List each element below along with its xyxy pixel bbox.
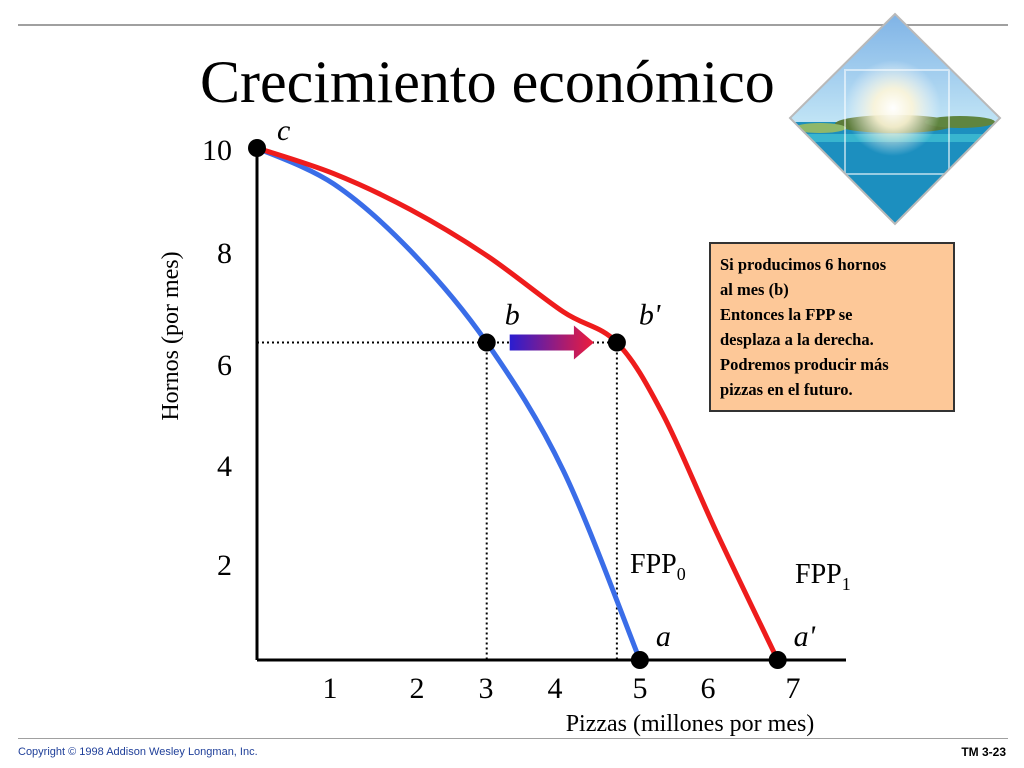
ppf-curve-1 xyxy=(254,145,781,663)
shift-arrow xyxy=(509,325,594,360)
copyright-notice: Copyright © 1998 Addison Wesley Longman,… xyxy=(18,746,258,758)
point-markers xyxy=(248,139,787,669)
point-marker xyxy=(630,651,649,669)
x-tick-label: 6 xyxy=(701,672,716,705)
y-tick-label: 8 xyxy=(217,237,232,270)
dotted-guides xyxy=(257,341,618,660)
note-line: Podremos producir más xyxy=(720,355,889,374)
note-line: al mes (b) xyxy=(720,280,789,299)
point-label: b' xyxy=(639,299,661,332)
image-frame xyxy=(788,12,1002,226)
curve-label-name: FPP xyxy=(630,549,677,580)
shift-arrow-shape xyxy=(509,325,594,360)
note-line: pizzas en el futuro. xyxy=(720,380,853,399)
x-axis-title: Pizzas (millones por mes) xyxy=(566,711,815,737)
note-line: Si producimos 6 hornos xyxy=(720,255,887,274)
x-tick-label: 3 xyxy=(479,672,494,705)
tropical-island-diamond-image xyxy=(790,14,1000,224)
x-tick-label: 1 xyxy=(323,672,338,705)
note-line: Entonces la FPP se xyxy=(720,305,853,324)
point-marker xyxy=(607,333,626,352)
slide-title: Crecimiento económico xyxy=(200,49,775,115)
x-tick-label: 5 xyxy=(633,672,648,705)
chart-labels: c b b' a a' Pizzas (millones por mes) Hornos (… xyxy=(158,114,851,737)
x-tick-label: 7 xyxy=(786,672,801,705)
note-line: desplaza a la derecha. xyxy=(720,330,874,349)
x-tick-label: 4 xyxy=(548,672,563,705)
top-rule xyxy=(18,24,1008,26)
curve-label-subscript: 0 xyxy=(677,564,686,584)
point-label: c xyxy=(277,114,290,147)
point-marker xyxy=(248,139,266,157)
y-tick-label: 6 xyxy=(217,349,232,382)
point-label: a' xyxy=(794,620,816,653)
y-tick-label: 10 xyxy=(202,134,232,167)
explanation-note: Si producimos 6 hornos al mes (b) Entonc… xyxy=(709,242,955,412)
slide-number: TM 3-23 xyxy=(961,745,1006,759)
y-tick-label: 2 xyxy=(217,549,232,582)
curves xyxy=(254,145,781,663)
y-tick-label: 4 xyxy=(217,450,232,483)
curve-label-subscript: 1 xyxy=(842,574,851,594)
axes xyxy=(255,148,846,662)
point-marker xyxy=(477,333,496,352)
y-axis-title: Hornos (por mes) xyxy=(158,251,184,420)
bottom-rule xyxy=(18,738,1008,739)
x-tick-label: 2 xyxy=(410,672,425,705)
point-label: a xyxy=(656,620,671,653)
ppf-curve-0 xyxy=(254,145,643,663)
curve-label-name: FPP xyxy=(795,559,842,590)
curve-label: FPP1 xyxy=(795,559,851,594)
curve-label: FPP0 xyxy=(630,549,686,584)
tick-labels: 1 2 3 4 5 6 7 2 4 6 8 10 xyxy=(202,134,801,705)
point-label: b xyxy=(505,299,520,332)
point-marker xyxy=(768,651,787,669)
